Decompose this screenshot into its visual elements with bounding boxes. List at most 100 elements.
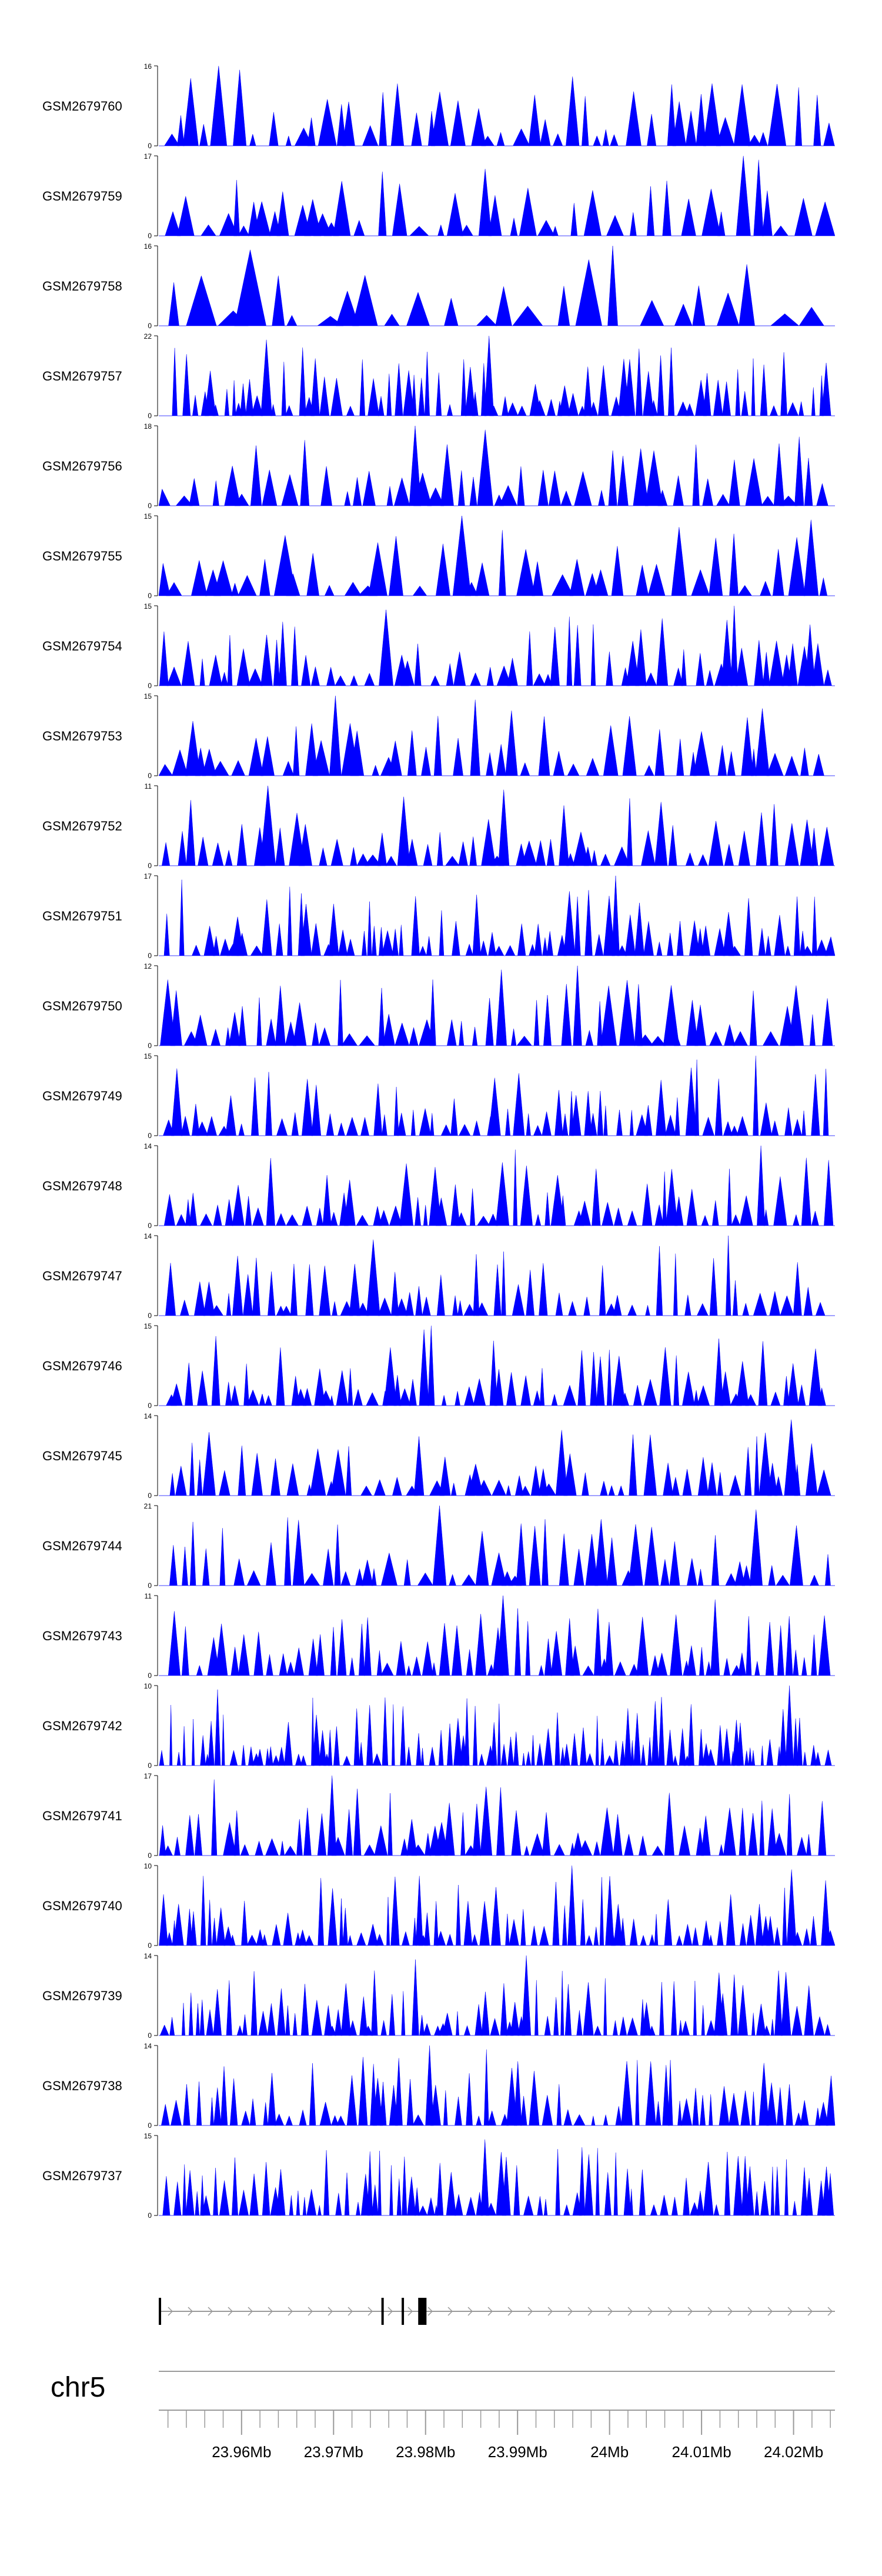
gene-model-track <box>159 2298 835 2325</box>
strand-chevron <box>208 2307 213 2316</box>
y-max-label: 17 <box>144 872 152 880</box>
strand-chevron <box>368 2307 373 2316</box>
track-label: GSM2679757 <box>42 369 122 383</box>
track-GSM2679741: GSM2679741 17 0 <box>42 1772 835 1860</box>
track-label: GSM2679739 <box>42 1988 122 2003</box>
y-max-label: 21 <box>144 1502 152 1510</box>
y-min-label: 0 <box>148 2031 152 2040</box>
track-GSM2679748: GSM2679748 14 0 <box>42 1142 835 1230</box>
y-min-label: 0 <box>148 232 152 240</box>
track-GSM2679747: GSM2679747 14 0 <box>42 1232 835 1320</box>
coverage-area <box>159 1775 835 1856</box>
coverage-area <box>159 1235 835 1316</box>
y-min-label: 0 <box>148 502 152 510</box>
track-GSM2679745: GSM2679745 14 0 <box>42 1412 835 1500</box>
track-label: GSM2679751 <box>42 909 122 923</box>
track-label: GSM2679758 <box>42 279 122 293</box>
y-max-label: 16 <box>144 242 152 251</box>
coverage-area <box>158 425 835 506</box>
y-max-label: 17 <box>144 152 152 161</box>
strand-chevron <box>387 2307 393 2316</box>
coverage-area <box>159 2139 835 2216</box>
axis-tick-label: 23.96Mb <box>212 2443 271 2461</box>
coverage-area <box>159 1325 835 1406</box>
coverage-area <box>159 1505 835 1586</box>
track-GSM2679758: GSM2679758 16 0 <box>42 242 835 330</box>
y-min-label: 0 <box>148 1402 152 1410</box>
strand-chevron <box>527 2307 533 2316</box>
y-max-label: 15 <box>144 1052 152 1060</box>
strand-chevron <box>807 2307 813 2316</box>
strand-chevron <box>647 2307 653 2316</box>
strand-chevron <box>447 2307 453 2316</box>
track-GSM2679749: GSM2679749 15 0 <box>42 1052 835 1140</box>
track-label: GSM2679743 <box>42 1629 122 1643</box>
strand-chevron <box>228 2307 233 2316</box>
coverage-tracks: GSM2679760160GSM2679759170GSM2679758160G… <box>42 62 836 2220</box>
track-label: GSM2679740 <box>42 1898 122 1913</box>
gene-exon <box>402 2298 405 2325</box>
y-min-label: 0 <box>148 1851 152 1860</box>
y-max-label: 14 <box>144 2042 152 2050</box>
y-min-label: 0 <box>148 1671 152 1680</box>
track-GSM2679742: GSM2679742 10 0 <box>42 1682 835 1770</box>
coverage-area <box>159 155 836 236</box>
track-GSM2679751: GSM2679751 17 0 <box>42 872 836 960</box>
coverage-area <box>159 65 835 146</box>
track-label: GSM2679755 <box>42 549 122 563</box>
strand-chevron <box>667 2307 673 2316</box>
axis-tick-label: 24Mb <box>590 2443 629 2461</box>
track-GSM2679757: GSM2679757 22 0 <box>42 332 835 420</box>
track-label: GSM2679752 <box>42 819 122 833</box>
strand-chevron <box>268 2307 273 2316</box>
track-GSM2679737: GSM2679737 15 0 <box>42 2132 835 2220</box>
strand-chevron <box>348 2307 353 2316</box>
coverage-area <box>159 605 835 686</box>
track-label: GSM2679749 <box>42 1089 122 1103</box>
axis-tick-label: 23.97Mb <box>304 2443 363 2461</box>
axis-tick-label: 24.02Mb <box>764 2443 823 2461</box>
track-GSM2679756: GSM2679756 18 0 <box>42 422 835 510</box>
strand-chevron <box>188 2307 193 2316</box>
y-min-label: 0 <box>148 592 152 600</box>
y-max-label: 15 <box>144 1322 152 1330</box>
track-label: GSM2679744 <box>42 1539 122 1553</box>
track-label: GSM2679750 <box>42 999 122 1013</box>
y-max-label: 14 <box>144 1232 152 1240</box>
y-max-label: 22 <box>144 332 152 341</box>
chromosome-label: chr5 <box>51 2372 105 2403</box>
strand-chevron <box>328 2307 333 2316</box>
track-GSM2679760: GSM2679760 16 0 <box>42 62 835 150</box>
track-GSM2679750: GSM2679750 12 0 <box>42 962 835 1050</box>
strand-chevron <box>427 2307 433 2316</box>
coverage-area <box>159 1955 835 2036</box>
track-GSM2679759: GSM2679759 17 0 <box>42 152 836 240</box>
coverage-area <box>159 1145 835 1226</box>
track-label: GSM2679741 <box>42 1808 122 1823</box>
track-label: GSM2679756 <box>42 459 122 473</box>
coverage-area <box>159 1055 835 1136</box>
gene-exon <box>418 2298 427 2325</box>
track-label: GSM2679745 <box>42 1449 122 1463</box>
y-max-label: 18 <box>144 422 152 431</box>
y-min-label: 0 <box>148 1941 152 1950</box>
track-label: GSM2679759 <box>42 189 122 203</box>
strand-chevron <box>487 2307 493 2316</box>
strand-chevron <box>787 2307 793 2316</box>
gene-exon <box>159 2298 161 2325</box>
axis-tick-label: 23.99Mb <box>488 2443 547 2461</box>
strand-chevron <box>567 2307 573 2316</box>
genome-axis: 23.96Mb 23.97Mb 23.98Mb 23.99Mb 24Mb 24.01Mb 2… <box>159 2410 835 2461</box>
y-min-label: 0 <box>148 1761 152 1770</box>
strand-chevron <box>288 2307 293 2316</box>
y-min-label: 0 <box>148 1222 152 1230</box>
strand-chevron <box>607 2307 613 2316</box>
y-min-label: 0 <box>148 142 152 150</box>
coverage-area <box>159 2045 836 2126</box>
y-min-label: 0 <box>148 1491 152 1500</box>
track-GSM2679755: GSM2679755 15 0 <box>42 512 835 600</box>
track-label: GSM2679754 <box>42 639 122 653</box>
coverage-area <box>159 1685 835 1766</box>
y-min-label: 0 <box>148 862 152 870</box>
